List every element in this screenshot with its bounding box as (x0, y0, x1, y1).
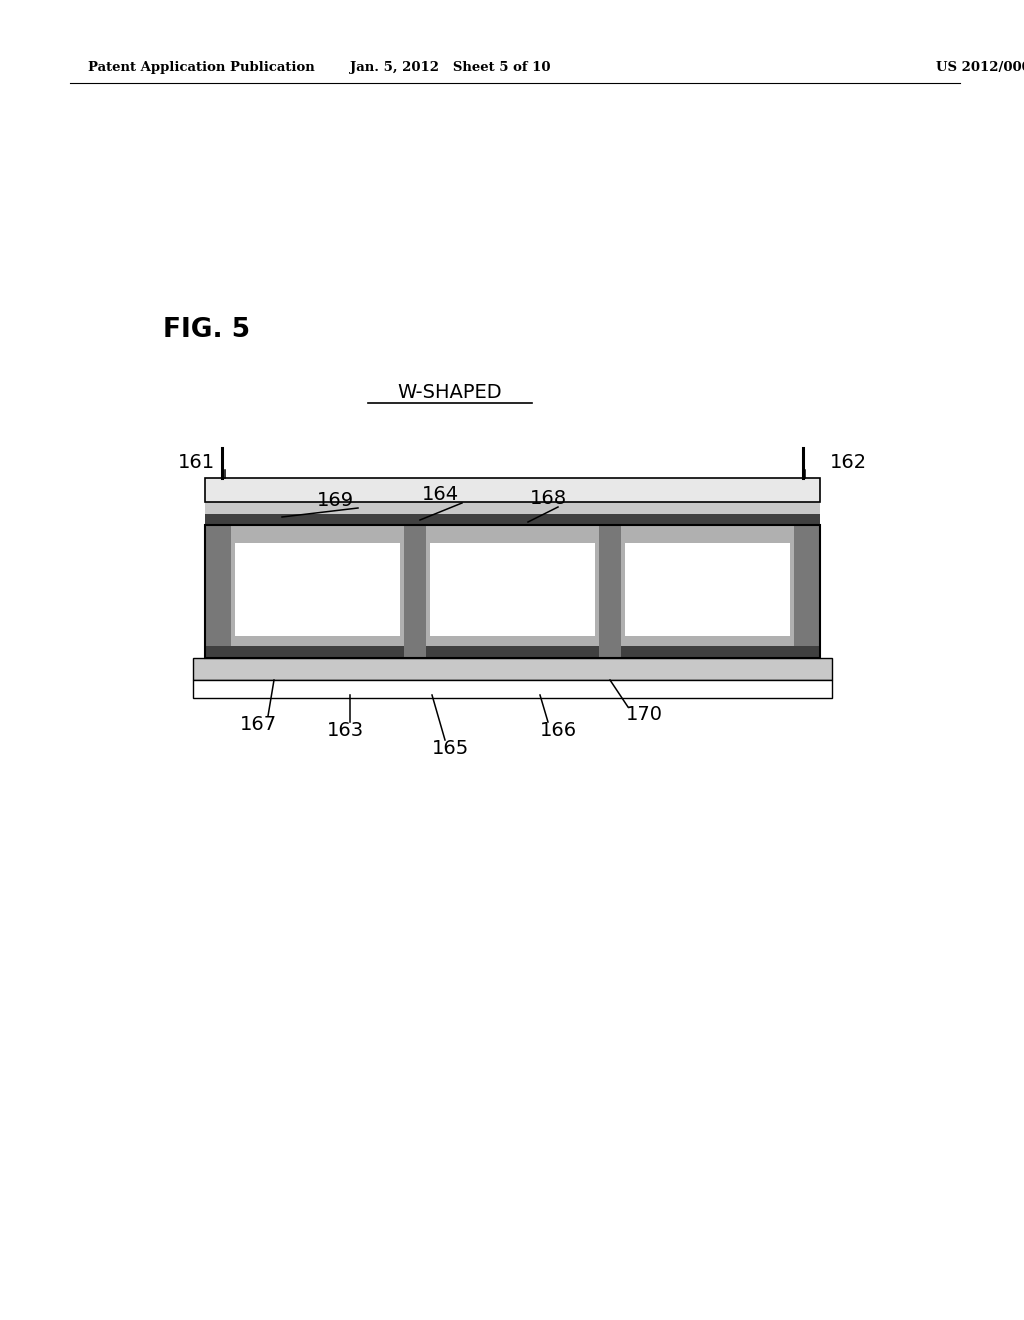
Text: 165: 165 (431, 738, 469, 758)
Bar (205, 525, 231, 657)
Bar (193, 657, 831, 680)
Bar (205, 513, 820, 525)
Text: FIG. 5: FIG. 5 (163, 317, 250, 343)
Bar (205, 525, 820, 657)
Text: W-SHAPED: W-SHAPED (397, 384, 503, 403)
Text: 163: 163 (327, 721, 364, 739)
Bar (205, 478, 820, 502)
Bar (193, 680, 831, 698)
Bar (205, 525, 820, 657)
Bar (205, 645, 820, 657)
Text: Patent Application Publication: Patent Application Publication (88, 62, 314, 74)
Bar (234, 543, 400, 636)
Text: 161: 161 (178, 453, 215, 471)
Text: 169: 169 (316, 491, 353, 510)
Text: 166: 166 (540, 721, 577, 739)
Bar (430, 543, 595, 636)
Bar (625, 543, 790, 636)
Text: 167: 167 (240, 714, 276, 734)
Text: US 2012/0001163 A1: US 2012/0001163 A1 (936, 62, 1024, 74)
Text: 164: 164 (422, 484, 459, 503)
Bar (205, 502, 820, 513)
Text: 162: 162 (830, 453, 867, 471)
Bar (599, 525, 621, 657)
Text: 168: 168 (529, 488, 566, 507)
Text: 170: 170 (626, 705, 663, 723)
Bar (404, 525, 426, 657)
Bar (794, 525, 820, 657)
Text: Jan. 5, 2012   Sheet 5 of 10: Jan. 5, 2012 Sheet 5 of 10 (350, 62, 550, 74)
